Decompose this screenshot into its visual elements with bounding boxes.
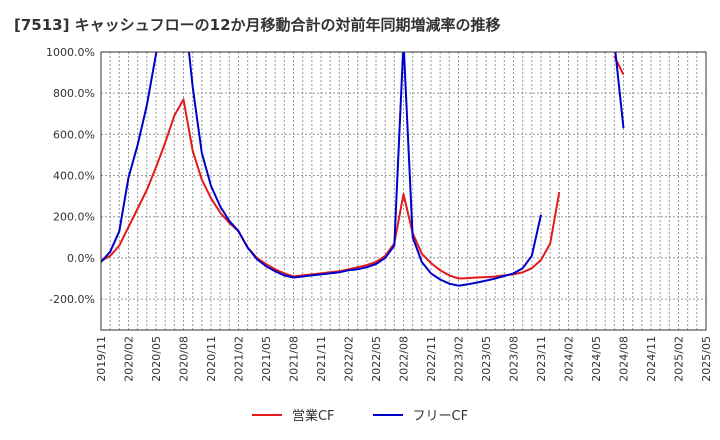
y-axis-ticks: 1000.0% 800.0% 600.0% 400.0% 200.0% 0.0% -200.… — [46, 46, 95, 306]
legend-swatch-operating-cf — [251, 413, 282, 416]
x-tick-label: 2022/11 — [425, 336, 438, 382]
x-tick-label: 2021/05 — [260, 336, 273, 382]
x-tick-label: 2025/02 — [673, 336, 686, 382]
x-tick-label: 2020/02 — [123, 336, 136, 382]
y-tick-label: 200.0% — [53, 211, 95, 224]
x-tick-label: 2021/11 — [315, 336, 328, 382]
x-tick-label: 2023/11 — [535, 336, 548, 382]
x-tick-label: 2022/02 — [343, 336, 356, 382]
legend-swatch-free-cf — [372, 413, 403, 416]
y-tick-label: 600.0% — [53, 128, 95, 141]
legend-item-operating-cf: 営業CF — [251, 405, 335, 424]
legend-item-free-cf: フリーCF — [372, 405, 469, 424]
x-tick-label: 2020/08 — [178, 336, 191, 382]
x-tick-label: 2021/08 — [288, 336, 301, 382]
chart-title: [7513] キャッシュフローの12か月移動合計の対前年同期増減率の推移 — [14, 16, 501, 34]
x-tick-label: 2020/11 — [205, 336, 218, 382]
x-tick-label: 2023/02 — [453, 336, 466, 382]
y-tick-label: 0.0% — [67, 252, 95, 265]
x-tick-label: 2024/02 — [563, 336, 576, 382]
chart-series — [101, 52, 625, 287]
y-tick-label: -200.0% — [49, 293, 95, 306]
y-tick-label: 400.0% — [53, 170, 95, 183]
chart-legend: 営業CF フリーCF — [0, 405, 720, 424]
x-tick-label: 2022/05 — [370, 336, 383, 382]
x-axis-ticks: 2019/11 2020/02 2020/05 2020/08 2020/11 2021/… — [95, 336, 713, 382]
x-tick-label: 2024/11 — [645, 336, 658, 382]
chart-grid — [101, 51, 706, 330]
series-line-free-cf — [614, 52, 625, 129]
series-line-free-cf — [101, 52, 542, 287]
series-line-operating-cf — [101, 98, 561, 280]
x-tick-label: 2021/02 — [233, 336, 246, 382]
x-tick-label: 2024/08 — [618, 336, 631, 382]
plot-area-frame — [100, 51, 707, 331]
y-tick-label: 800.0% — [53, 87, 95, 100]
x-tick-label: 2020/05 — [150, 336, 163, 382]
legend-label-operating-cf: 営業CF — [291, 409, 335, 424]
x-tick-label: 2023/05 — [480, 336, 493, 382]
x-tick-label: 2022/08 — [398, 336, 411, 382]
x-tick-label: 2024/05 — [590, 336, 603, 382]
x-tick-label: 2019/11 — [95, 336, 108, 382]
x-tick-label: 2023/08 — [508, 336, 521, 382]
x-tick-label: 2025/05 — [700, 336, 713, 382]
y-tick-label: 1000.0% — [46, 46, 95, 59]
legend-label-free-cf: フリーCF — [412, 409, 469, 424]
